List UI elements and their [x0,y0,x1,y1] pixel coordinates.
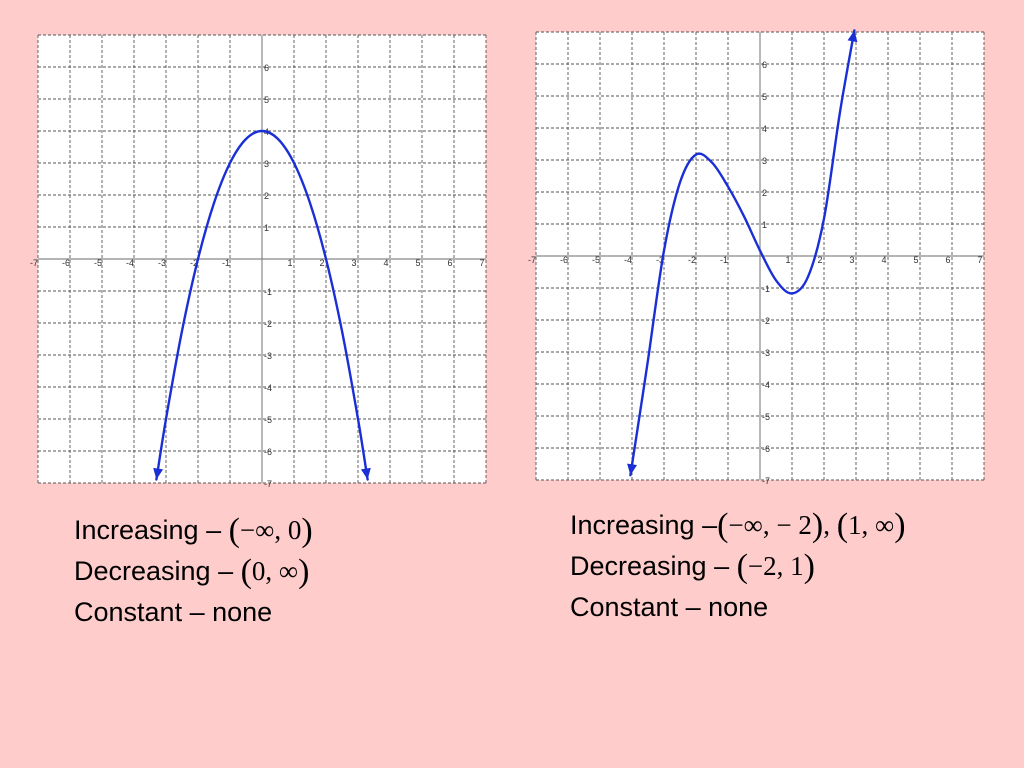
x-tick-label: 7 [977,255,982,265]
x-tick-label: -2 [190,258,198,268]
x-tick-label: -1 [222,258,230,268]
decreasing-interval: 0, ∞ [251,556,299,586]
x-tick-label: -6 [560,255,568,265]
x-tick-label: 6 [447,258,452,268]
x-tick-label: -2 [688,255,696,265]
x-tick-label: -6 [62,258,70,268]
y-tick-label: 2 [762,188,767,198]
decreasing-line-left: Decreasing – (0, ∞) [74,553,310,590]
increasing-interval: −∞, 0 [239,515,302,545]
series-line [155,129,369,481]
y-tick-label: 1 [264,223,269,233]
caption-right: Increasing –(−∞, − 2), (1, ∞) Decreasing… [570,505,906,628]
arrow-end [847,30,858,43]
y-tick-label: -6 [264,447,272,457]
y-tick-label: -1 [762,284,770,294]
increasing-interval-1: −∞, − 2 [728,510,812,540]
y-tick-label: 3 [762,156,767,166]
y-tick-label: -7 [264,479,272,489]
y-tick-label: -4 [762,380,770,390]
x-tick-label: 4 [383,258,388,268]
decreasing-line-right: Decreasing – (−2, 1) [570,548,815,585]
x-tick-label: -3 [656,255,664,265]
x-tick-label: -3 [158,258,166,268]
x-tick-label: -1 [720,255,728,265]
arrow-start [627,463,638,476]
y-tick-label: 4 [762,124,767,134]
increasing-line-right: Increasing –(−∞, − 2), (1, ∞) [570,507,906,544]
x-tick-label: 4 [881,255,886,265]
graph-left: -7 -6 -5 -4 -3 -2 -1 1 2 3 4 5 6 7 -7 -6 -5 -4 -3 -2 -1 1 2 3 4 5… [30,34,487,489]
x-tick-label: 2 [817,255,822,265]
y-tick-label: 6 [762,60,767,70]
y-tick-label: -3 [264,351,272,361]
decreasing-label: Decreasing – [74,556,241,586]
decreasing-label: Decreasing – [570,551,737,581]
increasing-label: Increasing – [570,510,718,540]
y-tick-label: 3 [264,159,269,169]
y-tick-label: -1 [264,287,272,297]
graph-right-svg: -7 -6 -5 -4 -3 -2 -1 1 2 3 4 5 6 7 -7 -6 -5 -4 -3 -2 -1 1 2 3 4 5… [528,29,985,486]
y-tick-label: -3 [762,348,770,358]
constant-line-left: Constant – none [74,597,273,627]
tick-labels: -7 -6 -5 -4 -3 -2 -1 1 2 3 4 5 6 7 -7 -6 -5 -4 -3 -2 -1 1 2 3 4 5… [528,60,983,486]
y-tick-label: 6 [264,63,269,73]
arrow-start [153,467,164,480]
y-tick-label: 5 [264,95,269,105]
caption-left: Increasing – (−∞, 0) Decreasing – (0, ∞)… [74,510,313,633]
y-tick-label: -2 [762,316,770,326]
constant-line-right: Constant – none [570,592,769,622]
x-tick-label: -7 [30,258,38,268]
arrow-end [360,467,371,480]
y-tick-label: -4 [264,383,272,393]
graph-left-svg: -7 -6 -5 -4 -3 -2 -1 1 2 3 4 5 6 7-7-6-5-4-3-2-112345… [30,34,487,489]
x-tick-label: -7 [528,255,536,265]
x-tick-label: 5 [415,258,420,268]
x-tick-label: -5 [94,258,102,268]
x-tick-label: 1 [287,258,292,268]
y-tick-label: -5 [762,412,770,422]
increasing-interval-2: 1, ∞ [848,510,895,540]
y-tick-label: 1 [762,220,767,230]
y-tick-label: 5 [762,92,767,102]
increasing-line-left: Increasing – (−∞, 0) [74,512,313,549]
decreasing-interval: −2, 1 [747,551,804,581]
y-tick-label: -2 [264,319,272,329]
y-tick-label: -5 [264,415,272,425]
graph-right: -7 -6 -5 -4 -3 -2 -1 1 2 3 4 5 6 7 -7 -6 -5 -4 -3 -2 -1 1 2 3 4 5… [528,29,985,486]
tick-labels: -7 -6 -5 -4 -3 -2 -1 1 2 3 4 5 6 7-7-6-5-4-3-2-112345… [30,63,485,489]
x-tick-label: 3 [849,255,854,265]
x-tick-label: 5 [913,255,918,265]
x-tick-label: 2 [319,258,324,268]
x-tick-label: 1 [785,255,790,265]
y-tick-label: 2 [264,191,269,201]
x-tick-label: 3 [351,258,356,268]
y-tick-label: -7 [762,476,770,486]
x-tick-label: 7 [479,258,484,268]
x-tick-label: 6 [945,255,950,265]
increasing-label: Increasing – [74,515,229,545]
x-tick-label: -4 [126,258,134,268]
x-tick-label: -4 [624,255,632,265]
y-tick-label: -6 [762,444,770,454]
series-line [629,29,856,477]
x-tick-label: -5 [592,255,600,265]
